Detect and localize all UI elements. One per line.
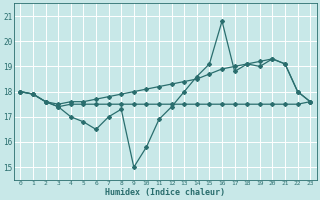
X-axis label: Humidex (Indice chaleur): Humidex (Indice chaleur) bbox=[105, 188, 225, 197]
